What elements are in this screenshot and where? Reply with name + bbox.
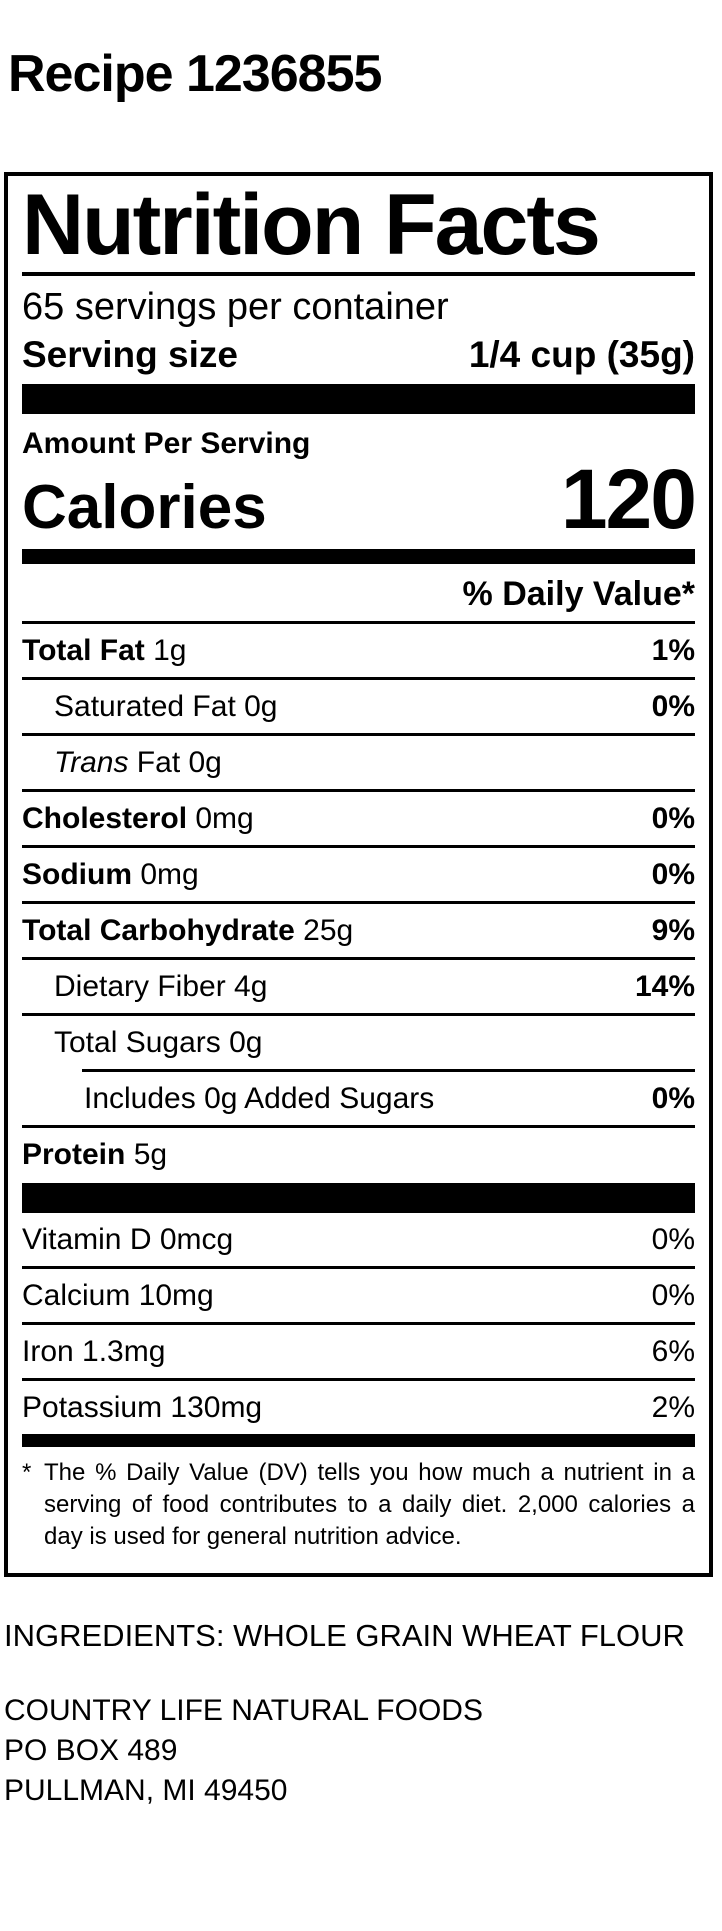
calories-value: 120 [560, 452, 697, 547]
daily-value-percent: 0% [651, 858, 695, 892]
daily-value-footnote: * The % Daily Value (DV) tells you how m… [22, 1447, 695, 1565]
nutrient-name: Vitamin D 0mcg [22, 1223, 234, 1257]
manufacturer-address-block: COUNTRY LIFE NATURAL FOODS PO BOX 489 PU… [4, 1691, 702, 1811]
row-protein: Protein 5g [22, 1128, 695, 1181]
row-calcium: Calcium 10mg 0% [22, 1269, 695, 1326]
row-sodium: Sodium 0mg 0% [22, 848, 695, 905]
servings-per-container: 65 servings per container [22, 286, 449, 328]
nutrient-amount: 5g [125, 1138, 168, 1172]
nutrient-amount: Fat 0g [128, 746, 222, 780]
nutrient-name: Total Fat 1g [22, 633, 187, 669]
row-total-fat: Total Fat 1g 1% [22, 624, 695, 681]
manufacturer-po-box: PO BOX 489 [4, 1733, 178, 1767]
nutrient-name: Total Carbohydrate 25g [22, 913, 353, 949]
nutrient-name-italic: Trans [54, 746, 129, 780]
nutrient-amount: 0mg [187, 802, 254, 836]
nutrient-name: Protein 5g [22, 1137, 167, 1173]
nutrition-facts-box: Nutrition Facts 65 servings per containe… [4, 172, 713, 1578]
row-vitamin-d: Vitamin D 0mcg 0% [22, 1213, 695, 1270]
ingredients-text: INGREDIENTS: WHOLE GRAIN WHEAT FLOUR [4, 1618, 685, 1654]
row-total-sugars: Total Sugars 0g [22, 1016, 695, 1069]
title-divider [22, 272, 695, 276]
row-added-sugars: Includes 0g Added Sugars 0% [22, 1072, 695, 1129]
thick-divider-bar [22, 384, 695, 415]
serving-size-value: 1/4 cup (35g) [468, 333, 695, 375]
nutrient-name: Total Sugars 0g [54, 1026, 263, 1060]
calories-label: Calories [22, 473, 267, 543]
manufacturer-name: COUNTRY LIFE NATURAL FOODS [4, 1693, 483, 1727]
added-sugars-divider [82, 1069, 695, 1073]
nutrient-amount: 25g [294, 914, 354, 948]
nutrient-name: Dietary Fiber 4g [54, 970, 268, 1004]
row-saturated-fat: Saturated Fat 0g 0% [22, 680, 695, 737]
daily-value-percent: 6% [651, 1335, 695, 1369]
serving-size-row: Serving size 1/4 cup (35g) [22, 334, 695, 377]
nutrient-name: Iron 1.3mg [22, 1335, 166, 1369]
daily-value-percent: 0% [651, 802, 695, 836]
nutrition-label-page: { "page": { "title": "Recipe 1236855" },… [0, 48, 722, 1931]
row-trans-fat: Trans Fat 0g [22, 736, 695, 793]
nutrient-name-bold: Total Carbohydrate [22, 914, 295, 948]
footer-divider-bar [22, 1434, 695, 1448]
serving-size-label: Serving size [22, 333, 238, 375]
daily-value-percent: 0% [651, 1223, 695, 1257]
nutrient-amount: 0mg [132, 858, 199, 892]
amount-per-serving-label: Amount Per Serving [22, 427, 311, 461]
daily-value-percent: 0% [651, 1279, 695, 1313]
row-total-carbohydrate: Total Carbohydrate 25g 9% [22, 904, 695, 961]
nutrition-facts-title: Nutrition Facts [22, 177, 601, 273]
manufacturer-city-state-zip: PULLMAN, MI 49450 [4, 1773, 288, 1807]
nutrient-amount: 1g [144, 634, 187, 668]
nutrient-name-bold: Total Fat [22, 634, 145, 668]
nutrient-name-bold: Cholesterol [22, 802, 188, 836]
nutrient-name: Potassium 130mg [22, 1391, 263, 1425]
daily-value-percent: 0% [651, 690, 695, 724]
daily-value-header: % Daily Value* [22, 564, 695, 625]
row-dietary-fiber: Dietary Fiber 4g 14% [22, 960, 695, 1017]
daily-value-percent: 14% [634, 970, 695, 1004]
nutrient-name: Calcium 10mg [22, 1279, 214, 1313]
page-title: Recipe 1236855 [8, 45, 382, 103]
daily-value-percent: 1% [651, 634, 695, 668]
row-iron: Iron 1.3mg 6% [22, 1325, 695, 1382]
row-cholesterol: Cholesterol 0mg 0% [22, 792, 695, 849]
footnote-text: The % Daily Value (DV) tells you how muc… [44, 1459, 695, 1551]
nutrient-name: Trans Fat 0g [54, 745, 222, 781]
footnote-asterisk: * [22, 1459, 32, 1487]
daily-value-percent: 0% [651, 1082, 695, 1116]
daily-value-percent: 2% [651, 1391, 695, 1425]
nutrient-name: Saturated Fat 0g [54, 690, 278, 724]
medium-divider-bar [22, 549, 695, 565]
nutrient-name-bold: Protein [22, 1138, 126, 1172]
row-potassium: Potassium 130mg 2% [22, 1381, 695, 1434]
nutrient-name: Sodium 0mg [22, 857, 199, 893]
daily-value-percent: 9% [651, 914, 695, 948]
nutrient-name: Includes 0g Added Sugars [84, 1082, 435, 1116]
calories-row: Calories 120 [22, 452, 697, 547]
nutrient-name-bold: Sodium [22, 858, 132, 892]
thick-divider-bar [22, 1183, 695, 1214]
nutrient-name: Cholesterol 0mg [22, 801, 254, 837]
